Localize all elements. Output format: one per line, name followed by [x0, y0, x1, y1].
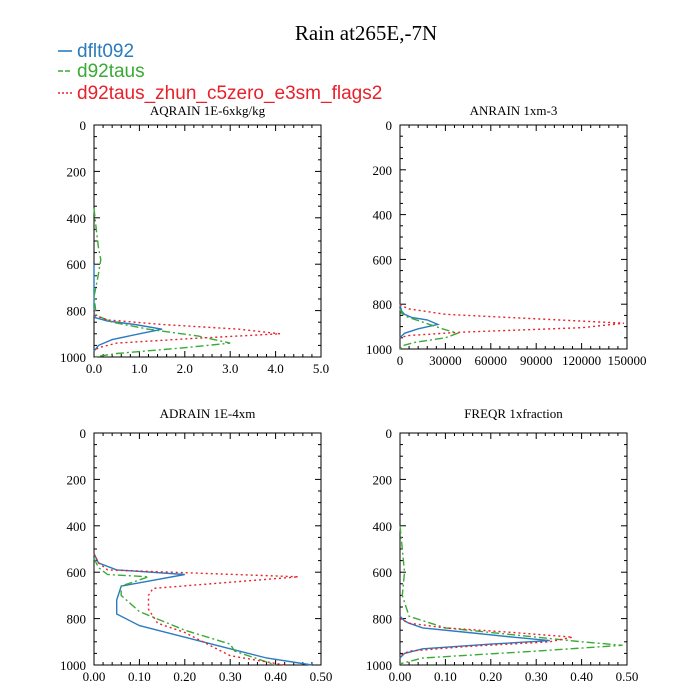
- y-tick-label: 800: [373, 612, 393, 627]
- x-tick-label: 4.0: [267, 361, 283, 376]
- series-line-dflt092: [93, 264, 163, 352]
- x-tick-label: 0.50: [310, 669, 333, 684]
- x-tick-label: 150000: [608, 353, 647, 368]
- y-tick-label: 400: [373, 519, 393, 534]
- legend-entry: dflt092: [58, 41, 134, 62]
- x-tick-label: 0.20: [173, 669, 196, 684]
- series-line-d92taus: [93, 557, 276, 666]
- axes-frame: [93, 432, 322, 666]
- legend-label: dflt092: [77, 41, 134, 62]
- series-line-d92taus: [399, 525, 623, 665]
- y-tick-label: 400: [373, 208, 393, 223]
- panel-title: ANRAIN 1xm-3: [470, 103, 558, 118]
- y-tick-label: 600: [67, 257, 87, 272]
- axes-frame: [399, 124, 628, 350]
- panel-3: ADRAIN 1E-4xm 0.00 0.10 0.20 0.30 0.40 0.50 0 20…: [60, 406, 332, 684]
- panel-title: FREQR 1xfraction: [464, 406, 563, 421]
- y-tick-label: 200: [67, 164, 87, 179]
- axes-frame: [399, 432, 628, 666]
- y-tick-label: 200: [373, 163, 393, 178]
- x-tick-label: 0.50: [616, 669, 639, 684]
- y-tick-label: 0: [386, 426, 393, 441]
- y-tick-label: 1000: [366, 658, 392, 673]
- panel-title: ADRAIN 1E-4xm: [160, 406, 256, 421]
- y-tick-label: 1000: [60, 350, 86, 365]
- legend-entry: d92taus_zhun_c5zero_e3sm_flags2: [58, 83, 382, 104]
- series-line-dflt092: [93, 553, 313, 666]
- series-line-d92taus_zhun_c5zero_e3sm_flags2: [93, 553, 299, 666]
- series-line-d92taus_zhun_c5zero_e3sm_flags2: [399, 303, 625, 339]
- y-tick-label: 800: [67, 612, 87, 627]
- x-tick-label: 0.30: [525, 669, 548, 684]
- panels: AQRAIN 1E-6xkg/kg 0.0 1.0 2.0 3.0 4.0 5.0 0 200 4…: [60, 103, 647, 684]
- y-tick-label: 0: [386, 118, 393, 133]
- x-tick-label: 3.0: [222, 361, 238, 376]
- y-tick-label: 1000: [366, 342, 392, 357]
- y-tick-label: 0: [80, 118, 87, 133]
- series-line-d92taus: [93, 208, 231, 358]
- x-tick-label: 0.00: [389, 669, 412, 684]
- y-tick-label: 600: [373, 565, 393, 580]
- y-tick-label: 600: [67, 565, 87, 580]
- y-tick-label: 400: [67, 519, 87, 534]
- y-tick-label: 200: [67, 472, 87, 487]
- y-tick-label: 0: [80, 426, 87, 441]
- series-line-d92taus: [399, 308, 460, 350]
- legend-label: d92taus: [77, 61, 145, 82]
- figure-title: Rain at265E,-7N: [295, 21, 437, 45]
- legend-entry: d92taus: [58, 61, 145, 82]
- y-tick-label: 400: [67, 211, 87, 226]
- panel-title: AQRAIN 1E-6xkg/kg: [150, 103, 266, 118]
- x-tick-label: 120000: [562, 353, 601, 368]
- axes-frame: [93, 124, 322, 358]
- series-line-d92taus_zhun_c5zero_e3sm_flags2: [399, 617, 573, 657]
- x-tick-label: 0.0: [86, 361, 102, 376]
- x-tick-label: 5.0: [313, 361, 329, 376]
- x-tick-label: 0.10: [128, 669, 151, 684]
- x-tick-label: 0.10: [434, 669, 457, 684]
- x-tick-label: 60000: [475, 353, 508, 368]
- x-tick-label: 30000: [429, 353, 462, 368]
- x-tick-label: 0.20: [479, 669, 502, 684]
- legend: dflt092d92tausd92taus_zhun_c5zero_e3sm_f…: [58, 41, 382, 104]
- y-tick-label: 800: [67, 304, 87, 319]
- series-line-d92taus_zhun_c5zero_e3sm_flags2: [93, 310, 281, 352]
- x-tick-label: 0: [397, 353, 404, 368]
- panel-1: AQRAIN 1E-6xkg/kg 0.0 1.0 2.0 3.0 4.0 5.0 0 200 4…: [60, 103, 329, 376]
- y-tick-label: 200: [373, 472, 393, 487]
- x-tick-label: 1.0: [131, 361, 147, 376]
- x-tick-label: 90000: [520, 353, 553, 368]
- x-tick-label: 2.0: [177, 361, 193, 376]
- legend-label: d92taus_zhun_c5zero_e3sm_flags2: [77, 83, 382, 104]
- y-tick-label: 800: [373, 297, 393, 312]
- panel-4: FREQR 1xfraction 0.00 0.10 0.20 0.30 0.40 0.50…: [366, 406, 638, 684]
- panel-2: ANRAIN 1xm-3 0 30000 60000 90000 120000 150000…: [366, 103, 647, 368]
- x-tick-label: 0.30: [219, 669, 242, 684]
- y-tick-label: 600: [373, 252, 393, 267]
- y-tick-label: 1000: [60, 658, 86, 673]
- series-line-dflt092: [399, 304, 441, 339]
- x-tick-label: 0.40: [570, 669, 593, 684]
- x-tick-label: 0.40: [264, 669, 287, 684]
- x-tick-label: 0.00: [83, 669, 106, 684]
